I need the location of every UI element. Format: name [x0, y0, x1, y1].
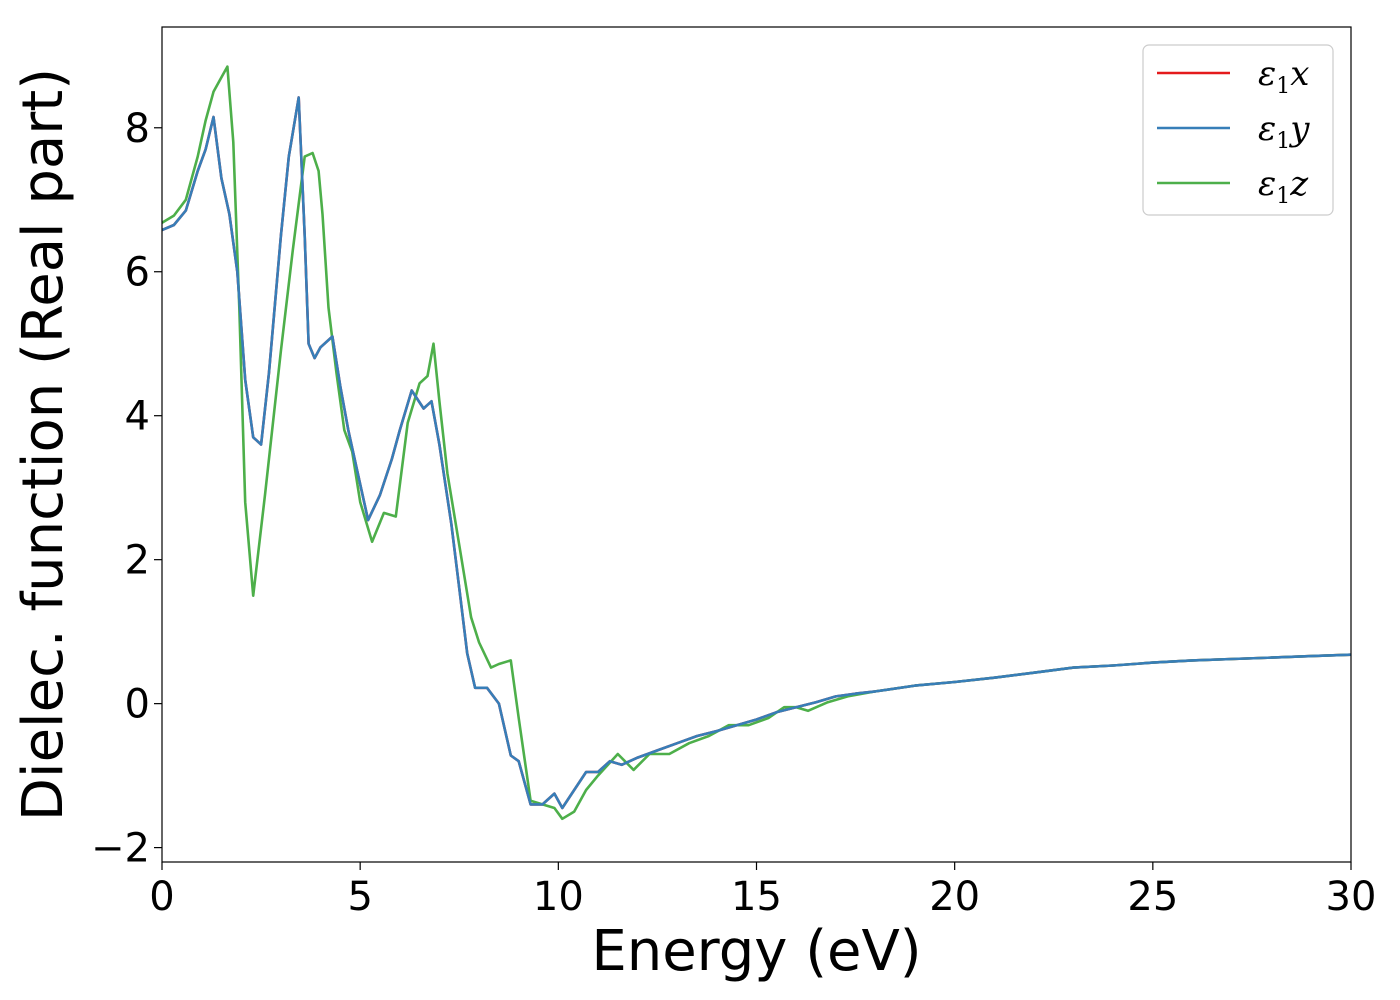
legend-label: ε1y — [1258, 109, 1310, 154]
series-line-y — [162, 96, 1351, 810]
x-tick-label: 0 — [149, 874, 174, 920]
series-layer — [162, 65, 1351, 821]
x-tick-label: 20 — [929, 874, 980, 920]
x-tick-label: 25 — [1127, 874, 1178, 920]
legend-entry-x: ε1x — [1157, 54, 1309, 99]
x-tick-label: 10 — [533, 874, 584, 920]
y-tick-label: 6 — [125, 250, 150, 296]
y-tick-label: 2 — [125, 538, 150, 584]
y-tick-label: 8 — [125, 106, 150, 152]
legend-box — [1142, 44, 1334, 216]
y-tick-label: 4 — [125, 394, 150, 440]
x-tick-label: 15 — [731, 874, 782, 920]
legend: ε1x ε1y ε1z — [1142, 44, 1334, 216]
x-axis-title: Energy (eV) — [591, 919, 921, 984]
y-tick-label: −2 — [91, 826, 150, 872]
legend-entry-z: ε1z — [1157, 164, 1309, 209]
y-axis-title: Dielec. function (Real part) — [11, 68, 76, 821]
legend-entry-y: ε1y — [1157, 109, 1310, 154]
legend-label: ε1x — [1258, 54, 1309, 99]
x-tick-label: 30 — [1326, 874, 1377, 920]
x-tick-label: 5 — [347, 874, 372, 920]
legend-label: ε1z — [1258, 164, 1309, 209]
y-tick-label: 0 — [125, 682, 150, 728]
